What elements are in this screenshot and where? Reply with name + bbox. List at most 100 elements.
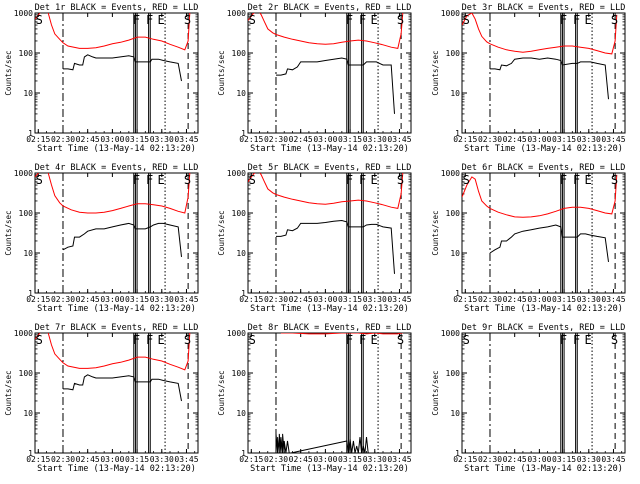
event-marker-s: S	[397, 173, 404, 187]
y-tick-label: 1	[28, 449, 33, 458]
event-marker-e: E	[158, 13, 165, 27]
x-tick-label: 03:45	[174, 135, 198, 144]
x-tick-label: 02:15	[26, 135, 50, 144]
x-tick-label: 03:00	[100, 135, 124, 144]
panel-frame	[34, 332, 199, 454]
y-tick-label: 100	[19, 49, 34, 58]
x-tick-label: 03:15	[338, 295, 362, 304]
x-tick-label: 03:00	[313, 135, 337, 144]
event-marker-f: F	[359, 173, 366, 187]
events-series-line	[63, 374, 182, 402]
event-marker-e: E	[371, 173, 378, 187]
x-tick-label: 03:30	[577, 135, 601, 144]
y-tick-label: 1000	[14, 169, 33, 178]
event-marker-e: E	[585, 173, 592, 187]
x-tick-label: 02:45	[503, 455, 527, 464]
x-tick-label: 02:30	[51, 295, 75, 304]
x-tick-label: 02:45	[289, 455, 313, 464]
y-tick-label: 100	[232, 209, 247, 218]
x-tick-label: 02:15	[453, 135, 477, 144]
x-tick-label: 03:15	[338, 455, 362, 464]
panel-title: Det 6r BLACK = Events, RED = LLD	[462, 163, 626, 173]
x-tick-label: 03:45	[387, 295, 411, 304]
y-tick-label: 100	[232, 369, 247, 378]
x-tick-label: 03:45	[387, 455, 411, 464]
x-tick-label: 03:30	[363, 455, 387, 464]
event-marker-f: F	[133, 173, 140, 187]
event-marker-s: S	[36, 173, 43, 187]
y-axis-label: Counts/sec	[4, 210, 13, 255]
x-tick-label: 03:30	[150, 135, 174, 144]
event-marker-s: S	[249, 13, 256, 27]
x-tick-label: 03:15	[338, 135, 362, 144]
x-tick-label: 02:30	[264, 135, 288, 144]
x-tick-label: 03:15	[125, 455, 149, 464]
event-marker-s: S	[463, 13, 470, 27]
y-tick-label: 1000	[227, 9, 246, 18]
event-marker-f: F	[146, 13, 153, 27]
event-marker-f: F	[359, 13, 366, 27]
event-marker-s: S	[184, 173, 191, 187]
panel-frame	[34, 12, 199, 134]
event-marker-e: E	[585, 13, 592, 27]
y-axis-label: Counts/sec	[431, 50, 440, 95]
event-marker-s: S	[611, 333, 618, 347]
panel-title: Det 7r BLACK = Events, RED = LLD	[35, 323, 199, 333]
event-marker-f: F	[133, 333, 140, 347]
x-tick-label: 03:15	[552, 455, 576, 464]
x-tick-label: 02:30	[478, 295, 502, 304]
x-tick-label: 02:30	[51, 455, 75, 464]
event-marker-f: F	[560, 13, 567, 27]
event-marker-s: S	[397, 13, 404, 27]
x-tick-label: 02:15	[26, 455, 50, 464]
x-tick-label: 03:00	[313, 295, 337, 304]
y-tick-label: 1	[28, 289, 33, 298]
x-tick-label: 03:30	[577, 455, 601, 464]
y-tick-label: 1000	[441, 9, 460, 18]
event-marker-e: E	[371, 333, 378, 347]
y-tick-label: 100	[446, 369, 461, 378]
y-tick-label: 10	[450, 89, 460, 98]
x-tick-label: 03:30	[150, 455, 174, 464]
x-tick-label: 03:45	[601, 295, 625, 304]
y-tick-label: 10	[23, 89, 33, 98]
event-marker-f: F	[146, 173, 153, 187]
x-tick-label: 03:30	[363, 135, 387, 144]
y-axis-label: Counts/sec	[217, 50, 226, 95]
panel-title: Det 3r BLACK = Events, RED = LLD	[462, 3, 626, 13]
x-tick-label: 03:45	[174, 455, 198, 464]
x-axis-title: Start Time (13-May-14 02:13:20)	[250, 144, 409, 154]
x-tick-label: 02:45	[76, 295, 100, 304]
lld-series-line	[35, 333, 191, 371]
y-axis-label: Counts/sec	[4, 370, 13, 415]
x-tick-label: 03:00	[100, 455, 124, 464]
panel-frame	[461, 12, 626, 134]
y-tick-label: 1000	[441, 329, 460, 338]
event-marker-s: S	[463, 333, 470, 347]
panel-data	[462, 13, 618, 133]
event-marker-s: S	[184, 333, 191, 347]
event-marker-f: F	[346, 173, 353, 187]
event-marker-s: S	[36, 333, 43, 347]
y-axis-label: Counts/sec	[4, 50, 13, 95]
events-series-line	[276, 57, 395, 114]
panel-data	[489, 333, 616, 453]
x-axis-title: Start Time (13-May-14 02:13:20)	[37, 144, 196, 154]
y-tick-label: 10	[450, 249, 460, 258]
y-tick-label: 1000	[14, 329, 33, 338]
y-tick-label: 10	[23, 409, 33, 418]
event-marker-f: F	[346, 13, 353, 27]
event-marker-f: F	[560, 333, 567, 347]
x-tick-label: 02:45	[76, 455, 100, 464]
y-axis-label: Counts/sec	[431, 210, 440, 255]
event-marker-e: E	[585, 333, 592, 347]
event-marker-f: F	[359, 333, 366, 347]
x-tick-label: 03:00	[527, 295, 551, 304]
